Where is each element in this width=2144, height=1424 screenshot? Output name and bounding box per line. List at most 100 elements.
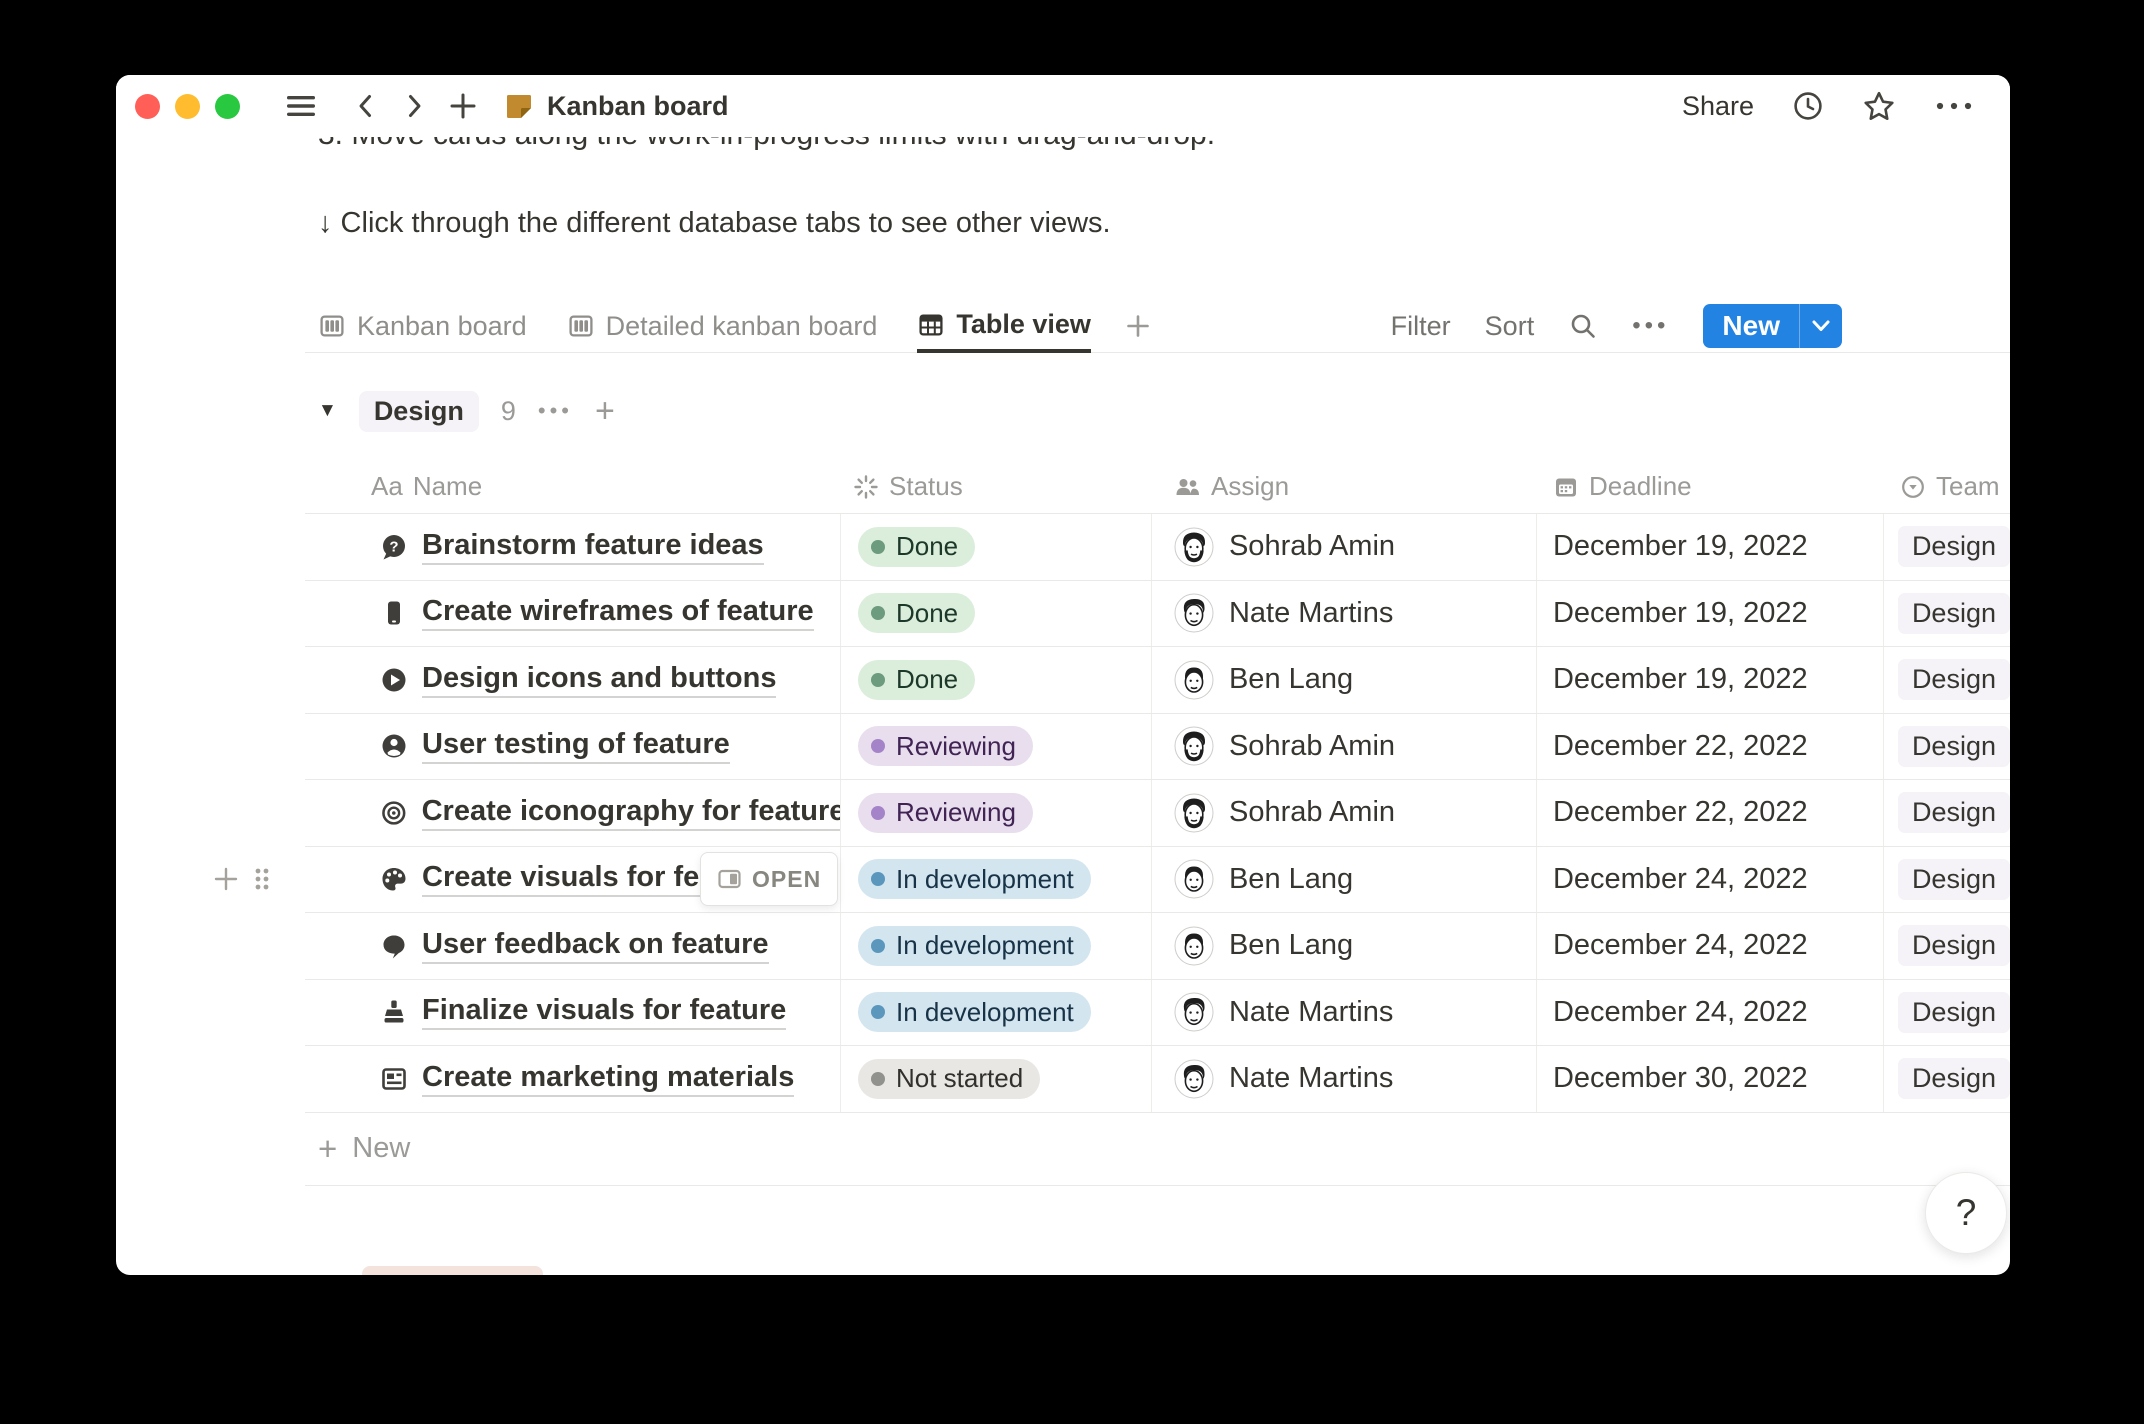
share-button[interactable]: Share	[1681, 90, 1754, 121]
name-cell[interactable]: Create marketing materials	[305, 1046, 841, 1112]
column-header-assign[interactable]: Assign	[1152, 471, 1537, 502]
assign-cell[interactable]: Sohrab Amin	[1152, 780, 1537, 846]
minimize-window-button[interactable]	[175, 93, 200, 119]
assign-cell[interactable]: Ben Lang	[1152, 647, 1537, 713]
team-cell[interactable]: Design	[1884, 514, 2010, 580]
row-title-link[interactable]: Brainstorm feature ideas	[422, 529, 764, 565]
assign-cell[interactable]: Nate Martins	[1152, 1046, 1537, 1112]
status-pill[interactable]: Done	[857, 526, 976, 567]
drag-handle-icon[interactable]	[249, 864, 275, 894]
team-cell[interactable]: Design	[1884, 847, 2010, 913]
name-cell[interactable]: Create visuals for feature OPEN	[305, 846, 841, 912]
open-page-button[interactable]: OPEN	[700, 852, 839, 907]
column-header-status[interactable]: Status	[841, 471, 1152, 502]
add-view-icon[interactable]	[1125, 313, 1151, 339]
database-more-icon[interactable]: •••	[1632, 312, 1670, 339]
column-header-name[interactable]: Aa Name	[371, 471, 483, 501]
group-add-icon[interactable]: +	[594, 392, 615, 430]
team-tag[interactable]: Design	[1897, 792, 2010, 834]
team-cell[interactable]: Design	[1884, 980, 2010, 1046]
team-tag[interactable]: Design	[1897, 1058, 2010, 1100]
row-title-link[interactable]: Create marketing materials	[422, 1061, 795, 1097]
status-cell[interactable]: Reviewing	[841, 713, 1152, 779]
status-cell[interactable]: In development	[841, 979, 1152, 1045]
help-button[interactable]: ?	[1925, 1172, 2007, 1254]
row-title-link[interactable]: Create wireframes of feature	[422, 595, 814, 632]
tab-detailed-kanban-board[interactable]: Detailed kanban board	[567, 300, 877, 352]
deadline-cell[interactable]: December 19, 2022	[1537, 647, 1884, 713]
sidebar-menu-icon[interactable]	[284, 92, 318, 120]
assign-cell[interactable]: Nate Martins	[1152, 580, 1537, 646]
new-button-label[interactable]: New	[1722, 310, 1780, 341]
status-pill[interactable]: Not started	[857, 1058, 1041, 1099]
deadline-cell[interactable]: December 19, 2022	[1537, 580, 1884, 646]
team-cell[interactable]: Design	[1884, 714, 2010, 780]
status-cell[interactable]: Done	[841, 514, 1152, 580]
name-cell[interactable]: Create iconography for feature	[305, 780, 841, 846]
team-tag[interactable]: Design	[1897, 526, 2010, 568]
deadline-cell[interactable]: December 24, 2022	[1537, 846, 1884, 912]
status-cell[interactable]: Done	[841, 580, 1152, 646]
row-title-link[interactable]: User feedback on feature	[422, 928, 769, 964]
status-cell[interactable]: Done	[841, 647, 1152, 713]
assign-cell[interactable]: Ben Lang	[1152, 913, 1537, 979]
favorite-star-icon[interactable]	[1862, 89, 1896, 123]
column-header-team[interactable]: Team	[1884, 471, 2010, 502]
column-header-deadline[interactable]: Deadline	[1537, 471, 1884, 502]
row-title-link[interactable]: Create iconography for feature	[421, 795, 840, 831]
row-title-link[interactable]: Design icons and buttons	[422, 662, 777, 698]
name-cell[interactable]: Create wireframes of feature	[305, 580, 841, 646]
team-tag[interactable]: Design	[1897, 725, 2010, 767]
assign-cell[interactable]: Sohrab Amin	[1152, 713, 1537, 779]
status-cell[interactable]: Not started	[841, 1046, 1152, 1112]
status-pill[interactable]: Done	[857, 593, 976, 634]
status-pill[interactable]: Done	[857, 659, 976, 700]
group-name-badge[interactable]: Design	[358, 390, 479, 432]
deadline-cell[interactable]: December 22, 2022	[1537, 780, 1884, 846]
team-tag[interactable]: Design	[1897, 925, 2010, 967]
name-cell[interactable]: User feedback on feature	[305, 913, 841, 979]
deadline-cell[interactable]: December 19, 2022	[1537, 514, 1884, 580]
team-tag[interactable]: Design	[1897, 659, 2010, 701]
status-pill[interactable]: In development	[857, 992, 1091, 1033]
team-tag[interactable]: Design	[1897, 991, 2010, 1033]
insert-row-icon[interactable]	[212, 865, 240, 893]
more-options-icon[interactable]	[1934, 100, 1974, 112]
assign-cell[interactable]: Sohrab Amin	[1152, 514, 1537, 580]
name-cell[interactable]: User testing of feature	[305, 713, 841, 779]
group-options-icon[interactable]: •••	[537, 398, 573, 423]
search-icon[interactable]	[1568, 311, 1598, 341]
deadline-cell[interactable]: December 30, 2022	[1537, 1046, 1884, 1112]
team-tag[interactable]: Design	[1897, 592, 2010, 634]
team-cell[interactable]: Design	[1884, 913, 2010, 979]
deadline-cell[interactable]: December 24, 2022	[1537, 979, 1884, 1045]
tab-table-view[interactable]: Table view	[917, 301, 1091, 353]
team-cell[interactable]: Design	[1884, 780, 2010, 846]
sort-button[interactable]: Sort	[1484, 310, 1535, 341]
tab-kanban-board[interactable]: Kanban board	[318, 300, 527, 352]
new-tab-icon[interactable]	[448, 91, 478, 121]
status-cell[interactable]: Reviewing	[841, 780, 1152, 846]
team-tag[interactable]: Design	[1897, 858, 2010, 900]
history-clock-icon[interactable]	[1792, 90, 1824, 122]
status-cell[interactable]: In development	[841, 913, 1152, 979]
zoom-window-button[interactable]	[215, 93, 240, 119]
team-cell[interactable]: Design	[1884, 647, 2010, 713]
back-icon[interactable]	[352, 92, 380, 120]
filter-button[interactable]: Filter	[1390, 310, 1451, 341]
forward-icon[interactable]	[400, 92, 428, 120]
close-window-button[interactable]	[135, 93, 160, 119]
name-cell[interactable]: Design icons and buttons	[305, 647, 841, 713]
deadline-cell[interactable]: December 22, 2022	[1537, 713, 1884, 779]
add-row-button[interactable]: + New	[305, 1113, 2010, 1186]
name-cell[interactable]: Finalize visuals for feature	[305, 979, 841, 1045]
team-cell[interactable]: Design	[1884, 1046, 2010, 1112]
status-pill[interactable]: Reviewing	[858, 792, 1033, 833]
deadline-cell[interactable]: December 24, 2022	[1537, 913, 1884, 979]
status-pill[interactable]: Reviewing	[857, 726, 1033, 767]
status-pill[interactable]: In development	[857, 925, 1091, 966]
team-cell[interactable]: Design	[1884, 581, 2010, 647]
new-button-dropdown[interactable]	[1799, 304, 1842, 348]
status-pill[interactable]: In development	[857, 859, 1091, 900]
assign-cell[interactable]: Nate Martins	[1152, 979, 1537, 1045]
